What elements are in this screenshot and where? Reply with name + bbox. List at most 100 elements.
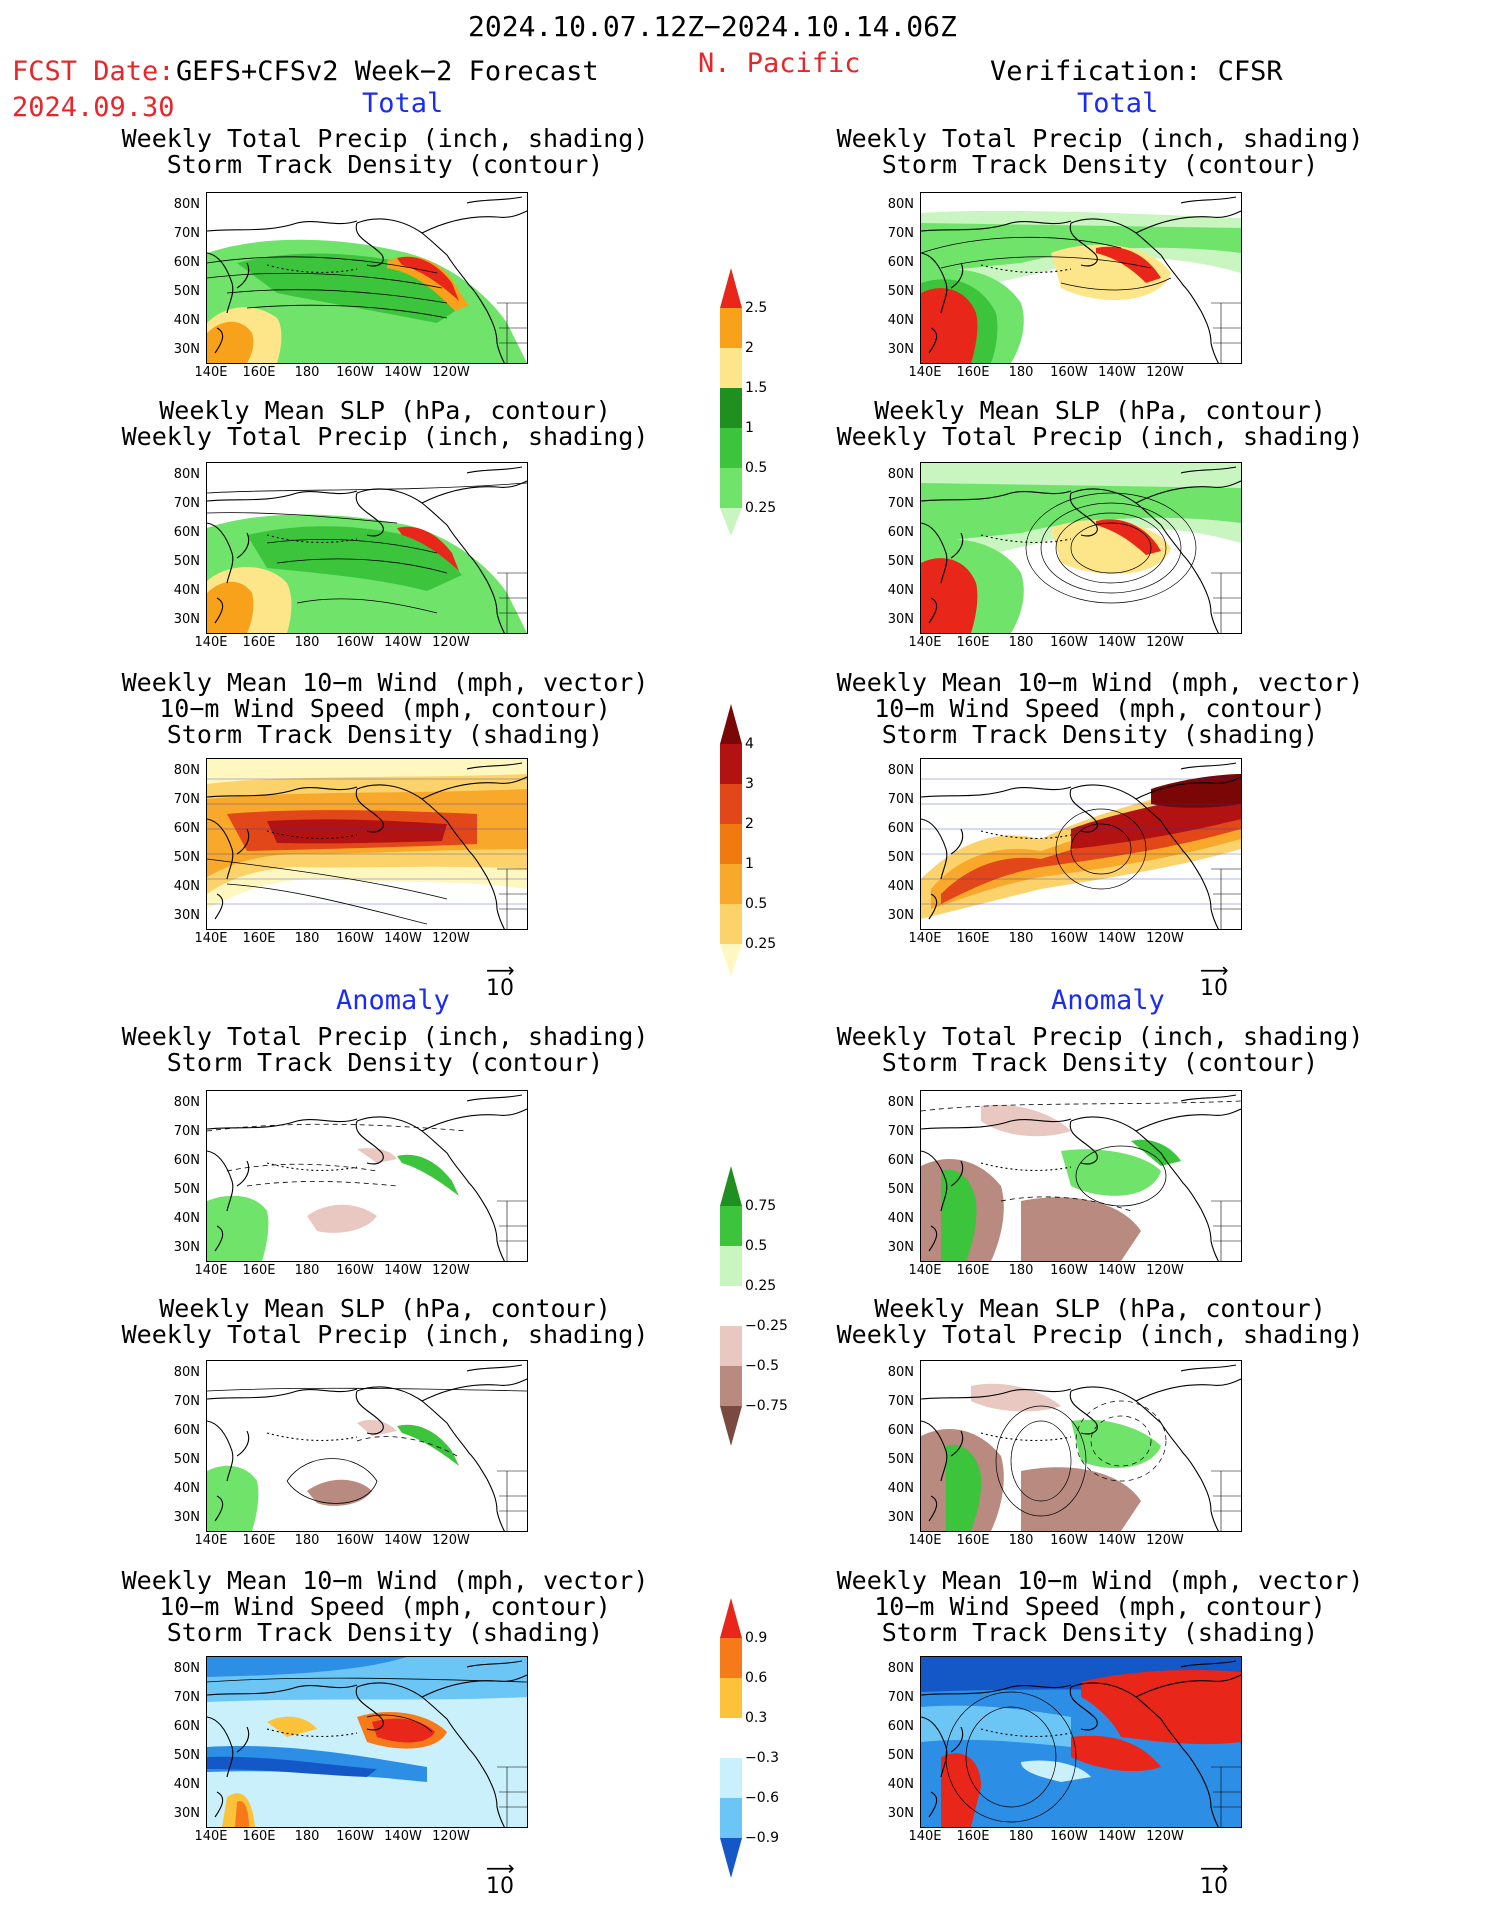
lon-label: 120W: [432, 365, 470, 380]
lat-label: 80N: [173, 197, 200, 212]
map-obs-wind-total: [920, 758, 1242, 930]
lat-label: 30N: [887, 908, 914, 923]
lat-label: 30N: [173, 908, 200, 923]
cbar-precip-total-l2: 2: [745, 340, 754, 356]
lat-label: 40N: [173, 583, 200, 598]
lat-label: 50N: [887, 1452, 914, 1467]
lon-label: 160E: [242, 635, 276, 650]
colorbar-precip-anom: [720, 1166, 742, 1450]
lat-label: 40N: [887, 879, 914, 894]
lat-label: 80N: [173, 1365, 200, 1380]
lat-label: 50N: [887, 284, 914, 299]
lon-label: 180: [1008, 365, 1034, 380]
lat-label: 60N: [887, 1153, 914, 1168]
lon-label: 160W: [336, 1829, 374, 1844]
fcst-model: GEFS+CFSv2 Week−2 Forecast: [176, 56, 599, 87]
lat-label: 60N: [887, 1423, 914, 1438]
lon-label: 160E: [242, 1829, 276, 1844]
lat-label: 80N: [173, 763, 200, 778]
cbar-storm-anom-l5: −0.6: [745, 1790, 779, 1806]
cbar-precip-total-l5: 0.5: [745, 460, 768, 476]
lat-label: 50N: [887, 850, 914, 865]
lon-label: 160E: [956, 365, 990, 380]
map-fcst-wind-anom: [206, 1656, 528, 1828]
vector-ref-obs-total: ⟶ 10: [1200, 958, 1229, 1001]
cbar-precip-anom-l3: 0.25: [745, 1278, 777, 1294]
title-fcst-wind-anom: Weekly Mean 10−m Wind (mph, vector) 10−m …: [121, 1566, 649, 1647]
lon-label: 140E: [194, 1533, 228, 1548]
lon-label: 140E: [908, 1533, 942, 1548]
lat-label: 40N: [173, 879, 200, 894]
lon-label: 180: [1008, 931, 1034, 946]
colorbar-storm-total: [720, 704, 742, 980]
lat-label: 50N: [173, 850, 200, 865]
lat-label: 60N: [887, 821, 914, 836]
lat-label: 40N: [887, 1211, 914, 1226]
lon-label: 160E: [242, 1263, 276, 1278]
lat-label: 50N: [173, 1182, 200, 1197]
cbar-storm-total-l4: 1: [745, 856, 754, 872]
cbar-precip-total-l1: 2.5: [745, 300, 768, 316]
lat-label: 80N: [887, 1661, 914, 1676]
cbar-precip-anom-l5: −0.5: [745, 1358, 779, 1374]
lat-label: 70N: [173, 1394, 200, 1409]
lon-label: 160W: [1050, 1263, 1088, 1278]
lon-label: 140W: [1098, 1533, 1136, 1548]
lon-label: 140W: [384, 1533, 422, 1548]
cbar-storm-anom-l4: −0.3: [745, 1750, 779, 1766]
lon-label: 160W: [1050, 365, 1088, 380]
arrow-icon: ⟶: [486, 1856, 515, 1880]
lon-label: 160E: [956, 931, 990, 946]
lat-label: 60N: [887, 1719, 914, 1734]
lon-label: 160W: [1050, 931, 1088, 946]
lon-label: 140W: [384, 365, 422, 380]
lat-label: 30N: [887, 612, 914, 627]
lat-label: 50N: [887, 1748, 914, 1763]
lat-label: 80N: [173, 467, 200, 482]
lat-label: 60N: [173, 1153, 200, 1168]
arrow-icon: ⟶: [1200, 958, 1229, 982]
lat-label: 60N: [887, 255, 914, 270]
lon-label: 140W: [1098, 1263, 1136, 1278]
lon-label: 160W: [336, 931, 374, 946]
lon-label: 120W: [1146, 1263, 1184, 1278]
lat-label: 30N: [173, 612, 200, 627]
title-obs-slp-anom: Weekly Mean SLP (hPa, contour) Weekly Tot…: [836, 1294, 1364, 1349]
lat-label: 70N: [887, 1690, 914, 1705]
lat-label: 70N: [887, 226, 914, 241]
lat-label: 80N: [887, 763, 914, 778]
lon-label: 140W: [384, 931, 422, 946]
lat-label: 50N: [887, 554, 914, 569]
map-obs-slp-total: [920, 462, 1242, 634]
map-obs-precip-total: [920, 192, 1242, 364]
lat-label: 80N: [887, 467, 914, 482]
lon-label: 140E: [194, 1263, 228, 1278]
lat-label: 60N: [173, 1423, 200, 1438]
lon-label: 160W: [336, 635, 374, 650]
lon-label: 140E: [908, 1829, 942, 1844]
lat-label: 80N: [173, 1095, 200, 1110]
lat-label: 70N: [887, 1394, 914, 1409]
vector-ref-fcst-total: ⟶ 10: [486, 958, 515, 1001]
lon-label: 180: [294, 365, 320, 380]
lat-label: 40N: [887, 313, 914, 328]
map-obs-precip-anom: [920, 1090, 1242, 1262]
lat-label: 50N: [173, 1748, 200, 1763]
lon-label: 140W: [1098, 1829, 1136, 1844]
lat-label: 60N: [173, 255, 200, 270]
lat-label: 70N: [887, 496, 914, 511]
title-fcst-precip-total: Weekly Total Precip (inch, shading) Storm…: [121, 124, 649, 179]
lon-label: 180: [294, 1829, 320, 1844]
arrow-icon: ⟶: [486, 958, 515, 982]
vector-ref-obs-anom: ⟶ 10: [1200, 1856, 1229, 1899]
lon-label: 120W: [432, 635, 470, 650]
lon-label: 160E: [956, 1533, 990, 1548]
lon-label: 140W: [384, 635, 422, 650]
cbar-precip-anom-l2: 0.5: [745, 1238, 768, 1254]
title-obs-slp-total: Weekly Mean SLP (hPa, contour) Weekly Tot…: [836, 396, 1364, 451]
vector-ref-fcst-anom: ⟶ 10: [486, 1856, 515, 1899]
map-obs-slp-anom: [920, 1360, 1242, 1532]
lat-label: 40N: [887, 583, 914, 598]
lat-label: 80N: [173, 1661, 200, 1676]
lon-label: 140E: [908, 635, 942, 650]
